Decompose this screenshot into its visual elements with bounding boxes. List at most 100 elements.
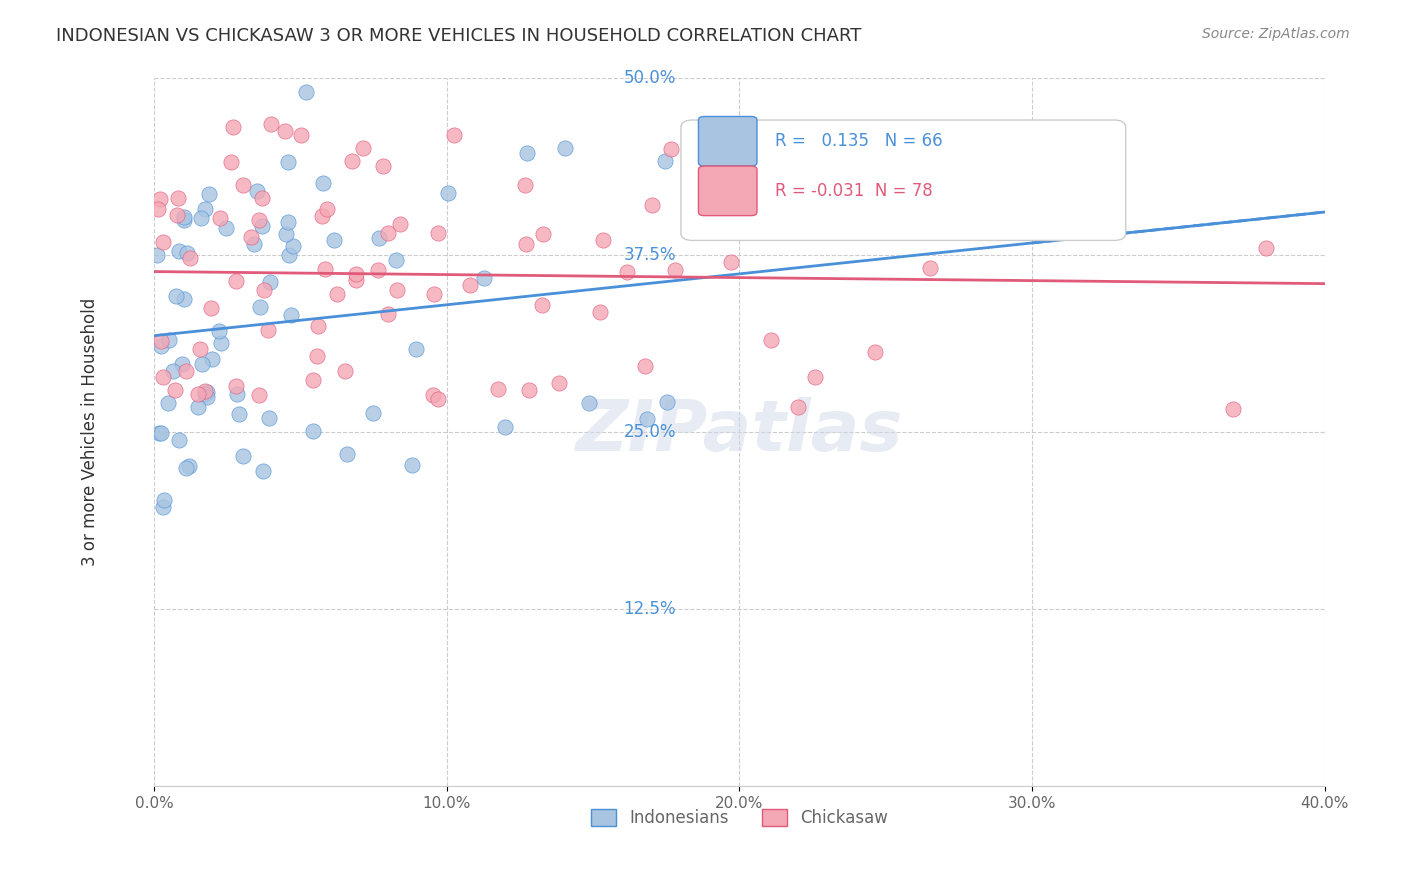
Point	[385, 283, 408, 297]
Point	[640, 198, 662, 212]
Point	[221, 155, 243, 169]
Point	[215, 221, 238, 235]
Point	[422, 286, 444, 301]
Point	[531, 227, 554, 241]
Point	[311, 209, 333, 223]
Point	[174, 461, 197, 475]
Text: R = -0.031  N = 78: R = -0.031 N = 78	[775, 182, 932, 200]
Point	[589, 305, 612, 319]
Point	[246, 184, 269, 198]
Point	[655, 394, 678, 409]
Point	[1256, 240, 1278, 254]
Point	[494, 420, 516, 434]
Point	[194, 387, 217, 401]
Point	[276, 214, 298, 228]
Point	[281, 239, 304, 253]
Point	[427, 226, 450, 240]
Point	[146, 248, 169, 262]
Point	[274, 124, 297, 138]
Point	[209, 336, 232, 351]
Point	[253, 284, 276, 298]
Point	[152, 500, 174, 514]
Point	[157, 333, 180, 347]
Point	[195, 384, 218, 399]
Point	[176, 246, 198, 260]
Point	[326, 286, 349, 301]
Text: INDONESIAN VS CHICKASAW 3 OR MORE VEHICLES IN HOUSEHOLD CORRELATION CHART: INDONESIAN VS CHICKASAW 3 OR MORE VEHICL…	[56, 27, 862, 45]
Point	[232, 449, 254, 463]
Point	[787, 401, 810, 415]
Point	[302, 424, 325, 438]
Point	[280, 308, 302, 322]
Point	[195, 391, 218, 405]
Legend: Indonesians, Chickasaw: Indonesians, Chickasaw	[583, 803, 894, 834]
Point	[198, 187, 221, 202]
Text: ZIPatlas: ZIPatlas	[575, 397, 903, 467]
Point	[149, 193, 172, 207]
Point	[165, 384, 187, 398]
Point	[388, 217, 411, 231]
Point	[988, 215, 1011, 229]
Point	[228, 407, 250, 421]
Point	[167, 433, 190, 447]
Point	[156, 395, 179, 409]
Point	[333, 363, 356, 377]
Point	[307, 318, 329, 333]
Point	[302, 373, 325, 387]
Point	[208, 324, 231, 338]
Point	[336, 447, 359, 461]
Point	[174, 364, 197, 378]
Point	[654, 154, 676, 169]
Point	[307, 349, 329, 363]
Point	[166, 208, 188, 222]
Point	[274, 227, 297, 241]
Point	[517, 384, 540, 398]
Point	[516, 146, 538, 161]
Point	[277, 155, 299, 169]
Point	[367, 263, 389, 277]
Point	[323, 233, 346, 247]
Point	[340, 154, 363, 169]
Point	[664, 262, 686, 277]
Point	[659, 142, 682, 156]
Point	[385, 253, 408, 268]
Point	[225, 379, 247, 393]
Point	[344, 272, 367, 286]
FancyBboxPatch shape	[699, 166, 756, 216]
Point	[1222, 402, 1244, 417]
Point	[422, 388, 444, 402]
Point	[162, 364, 184, 378]
Point	[188, 342, 211, 356]
Point	[222, 120, 245, 134]
Point	[173, 213, 195, 227]
Point	[636, 412, 658, 426]
Point	[401, 458, 423, 473]
Point	[150, 339, 173, 353]
Point	[247, 213, 270, 227]
Point	[173, 293, 195, 307]
Point	[232, 178, 254, 192]
Point	[377, 307, 399, 321]
Point	[179, 458, 201, 473]
Point	[190, 211, 212, 226]
Point	[167, 244, 190, 258]
Point	[803, 369, 825, 384]
Point	[720, 255, 742, 269]
Point	[259, 275, 281, 289]
Text: 12.5%: 12.5%	[624, 599, 676, 618]
Point	[458, 278, 481, 293]
Point	[179, 252, 201, 266]
Point	[226, 386, 249, 401]
Point	[146, 202, 169, 217]
Point	[716, 168, 738, 182]
Point	[152, 370, 174, 384]
Point	[239, 230, 262, 244]
Text: 37.5%: 37.5%	[624, 245, 676, 264]
Point	[153, 492, 176, 507]
Point	[260, 117, 283, 131]
Point	[316, 202, 339, 217]
Point	[405, 342, 427, 356]
FancyBboxPatch shape	[699, 117, 756, 166]
Point	[290, 128, 312, 143]
Point	[295, 85, 318, 99]
